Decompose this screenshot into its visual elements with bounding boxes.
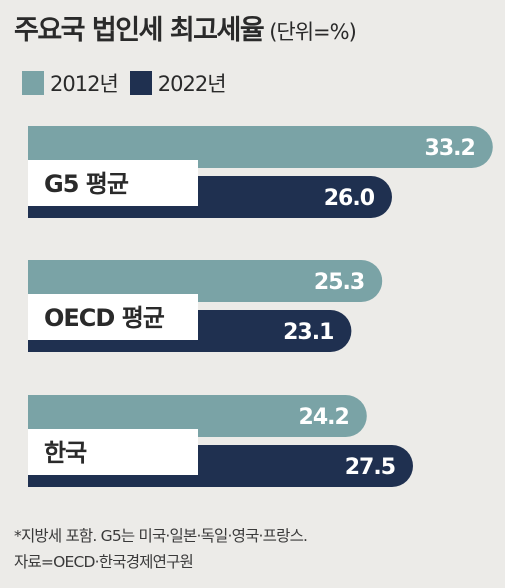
category-label-box-0 — [28, 160, 198, 206]
category-label-1: OECD 평균 — [44, 304, 165, 332]
legend-label-2012: 2012년 — [50, 72, 119, 96]
bar-2-series-0 — [28, 395, 367, 437]
bar-value-2-series-1: 27.5 — [345, 455, 395, 480]
bar-value-0-series-1: 26.0 — [324, 186, 375, 211]
bar-value-0-series-0: 33.2 — [425, 136, 475, 161]
bar-value-1-series-0: 25.3 — [314, 270, 364, 295]
legend: 2012년 2022년 — [22, 68, 227, 98]
bar-value-1-series-1: 23.1 — [283, 320, 333, 345]
bar-1-series-0 — [28, 260, 383, 302]
footnote: *지방세 포함. G5는 미국·일본·독일·영국·프랑스. 자료=OECD·한국… — [14, 523, 496, 575]
footnote-line-2: 자료=OECD·한국경제연구원 — [14, 553, 194, 571]
bar-0-series-0 — [28, 126, 493, 168]
chart-title: 주요국 법인세 최고세율 (단위=%) — [14, 8, 357, 47]
footnote-line-1: *지방세 포함. G5는 미국·일본·독일·영국·프랑스. — [14, 527, 308, 545]
legend-item-2022: 2022년 — [129, 68, 227, 98]
legend-swatch-2012 — [22, 71, 44, 95]
category-label-box-1 — [28, 294, 198, 340]
category-label-0: G5 평균 — [44, 170, 129, 198]
bar-value-2-series-0: 24.2 — [299, 405, 349, 430]
category-label-box-2 — [28, 429, 198, 475]
legend-swatch-2022 — [129, 71, 152, 95]
legend-label-2022: 2022년 — [157, 72, 227, 96]
category-label-2: 한국 — [44, 439, 87, 467]
legend-item-2012: 2012년 — [22, 68, 119, 98]
unit-label: (단위=%) — [269, 20, 357, 44]
title-text: 주요국 법인세 최고세율 — [14, 15, 265, 46]
